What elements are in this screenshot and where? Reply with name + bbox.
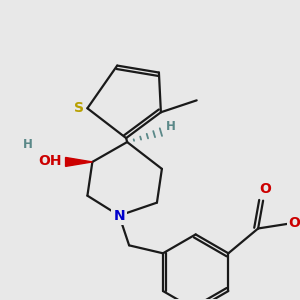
- Text: O: O: [259, 182, 271, 196]
- Polygon shape: [66, 158, 92, 166]
- Text: S: S: [74, 101, 85, 115]
- Text: H: H: [23, 137, 33, 151]
- Text: N: N: [113, 208, 125, 223]
- Text: OH: OH: [38, 154, 61, 168]
- Text: H: H: [166, 120, 176, 133]
- Text: O: O: [288, 215, 300, 230]
